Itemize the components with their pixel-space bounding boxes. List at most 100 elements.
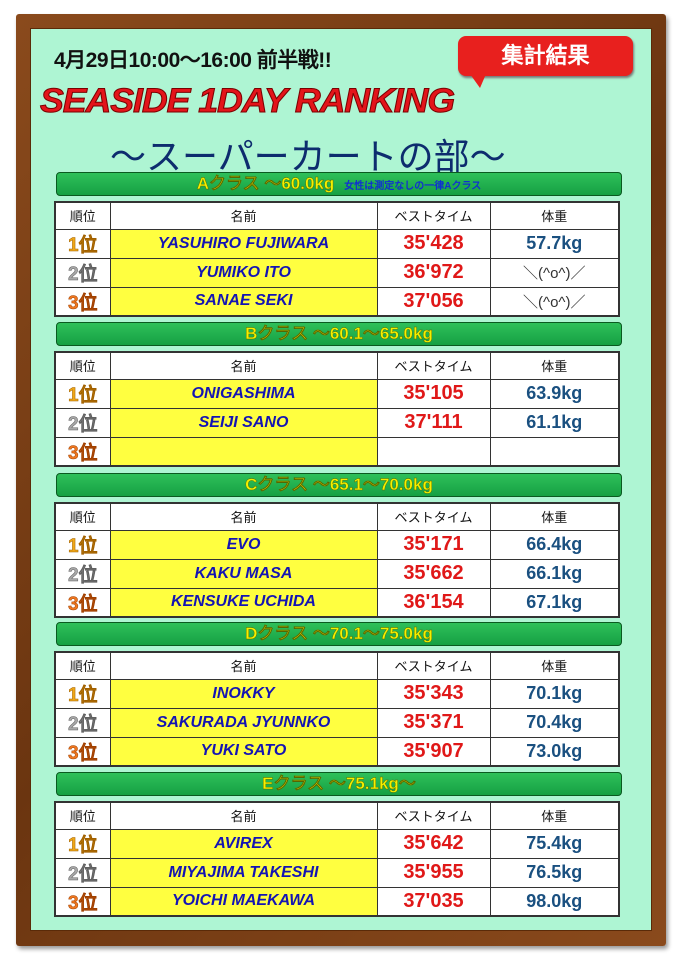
rank-cell: 3位	[54, 736, 111, 767]
rank-cell: 1位	[54, 378, 111, 409]
class-note: 女性は測定なしの一律Aクラス	[344, 181, 482, 192]
column-header: ベストタイム	[376, 801, 491, 830]
rank-cell: 2位	[54, 407, 111, 438]
time-cell: 35'428	[376, 228, 491, 259]
name-cell: MIYAJIMA TAKESHI	[109, 857, 378, 888]
weight-cell: 66.1kg	[489, 558, 620, 589]
column-header: 順位	[54, 801, 111, 830]
name-cell: YUKI SATO	[109, 736, 378, 767]
weight-cell: 70.1kg	[489, 678, 620, 709]
name-cell: ONIGASHIMA	[109, 378, 378, 409]
time-cell: 35'171	[376, 529, 491, 560]
column-header: ベストタイム	[376, 502, 491, 531]
name-cell: SEIJI SANO	[109, 407, 378, 438]
class-section: Aクラス 〜60.0kg 女性は測定なしの一律Aクラス順位 名前 ベストタイム 体重 1…	[54, 172, 622, 317]
class-header: Eクラス 〜75.1kg〜	[56, 772, 622, 796]
column-header: ベストタイム	[376, 651, 491, 680]
ranking-table: 順位 名前 ベストタイム 体重 1位 INOKKY 35'343 70.1kg 2位 …	[54, 651, 620, 767]
column-header: 名前	[109, 801, 378, 830]
weight-cell: 98.0kg	[489, 886, 620, 917]
time-cell: 37'056	[376, 286, 491, 317]
rank-cell: 2位	[54, 257, 111, 288]
column-header: 体重	[489, 201, 620, 230]
name-cell: YOICHI MAEKAWA	[109, 886, 378, 917]
weight-cell: ＼(^o^)／	[489, 286, 620, 317]
table-row: 3位 KENSUKE UCHIDA 36'154 67.1kg	[54, 587, 620, 618]
class-section: Cクラス 〜65.1〜70.0kg 順位 名前 ベストタイム 体重 1位 EVO 35'…	[54, 473, 622, 618]
header-row: 順位 名前 ベストタイム 体重	[54, 801, 620, 830]
weight-cell: 76.5kg	[489, 857, 620, 888]
header-row: 順位 名前 ベストタイム 体重	[54, 351, 620, 380]
table-row: 3位 YUKI SATO 35'907 73.0kg	[54, 736, 620, 767]
class-header: Bクラス 〜60.1〜65.0kg	[56, 322, 622, 346]
results-badge: 集計結果	[458, 36, 633, 88]
class-header: Cクラス 〜65.1〜70.0kg	[56, 473, 622, 497]
table-row: 1位 YASUHIRO FUJIWARA 35'428 57.7kg	[54, 228, 620, 259]
time-cell: 35'907	[376, 736, 491, 767]
weight-cell: 70.4kg	[489, 707, 620, 738]
name-cell	[109, 436, 378, 467]
name-cell: AVIREX	[109, 828, 378, 859]
class-label: Eクラス 〜75.1kg〜	[262, 774, 416, 793]
rank-cell: 3位	[54, 587, 111, 618]
time-cell: 35'343	[376, 678, 491, 709]
weight-cell: 66.4kg	[489, 529, 620, 560]
name-cell: KAKU MASA	[109, 558, 378, 589]
rank-cell: 3位	[54, 286, 111, 317]
time-cell: 35'662	[376, 558, 491, 589]
weight-cell: 75.4kg	[489, 828, 620, 859]
table-row: 3位	[54, 436, 620, 467]
time-cell	[376, 436, 491, 467]
name-cell: YASUHIRO FUJIWARA	[109, 228, 378, 259]
column-header: 名前	[109, 351, 378, 380]
ranking-table: 順位 名前 ベストタイム 体重 1位 AVIREX 35'642 75.4kg 2位 …	[54, 801, 620, 917]
rank-cell: 1位	[54, 228, 111, 259]
table-row: 3位 SANAE SEKI 37'056 ＼(^o^)／	[54, 286, 620, 317]
time-cell: 36'154	[376, 587, 491, 618]
ranking-table: 順位 名前 ベストタイム 体重 1位 ONIGASHIMA 35'105 63.9kg…	[54, 351, 620, 467]
class-section: Bクラス 〜60.1〜65.0kg 順位 名前 ベストタイム 体重 1位 ONIGASH…	[54, 322, 622, 467]
time-cell: 35'955	[376, 857, 491, 888]
event-date: 4月29日10:00〜16:00 前半戦!!	[54, 49, 332, 72]
table-row: 2位 YUMIKO ITO 36'972 ＼(^o^)／	[54, 257, 620, 288]
name-cell: SAKURADA JYUNNKO	[109, 707, 378, 738]
ranking-table: 順位 名前 ベストタイム 体重 1位 YASUHIRO FUJIWARA 35'428…	[54, 201, 620, 317]
time-cell: 37'111	[376, 407, 491, 438]
table-row: 2位 KAKU MASA 35'662 66.1kg	[54, 558, 620, 589]
column-header: 順位	[54, 201, 111, 230]
rank-cell: 2位	[54, 857, 111, 888]
class-label: Aクラス 〜60.0kg	[196, 174, 335, 193]
name-cell: KENSUKE UCHIDA	[109, 587, 378, 618]
class-header: Aクラス 〜60.0kg 女性は測定なしの一律Aクラス	[56, 172, 622, 196]
name-cell: SANAE SEKI	[109, 286, 378, 317]
weight-cell: 67.1kg	[489, 587, 620, 618]
class-header: Dクラス 〜70.1〜75.0kg	[56, 622, 622, 646]
class-label: Dクラス 〜70.1〜75.0kg	[245, 624, 433, 643]
class-label: Bクラス 〜60.1〜65.0kg	[245, 324, 433, 343]
column-header: ベストタイム	[376, 201, 491, 230]
table-row: 3位 YOICHI MAEKAWA 37'035 98.0kg	[54, 886, 620, 917]
column-header: 名前	[109, 502, 378, 531]
column-header: 順位	[54, 502, 111, 531]
column-header: 体重	[489, 801, 620, 830]
time-cell: 35'105	[376, 378, 491, 409]
table-row: 2位 SEIJI SANO 37'111 61.1kg	[54, 407, 620, 438]
table-row: 2位 SAKURADA JYUNNKO 35'371 70.4kg	[54, 707, 620, 738]
table-row: 1位 ONIGASHIMA 35'105 63.9kg	[54, 378, 620, 409]
rank-cell: 1位	[54, 529, 111, 560]
weight-cell	[489, 436, 620, 467]
header-row: 順位 名前 ベストタイム 体重	[54, 502, 620, 531]
rank-cell: 3位	[54, 886, 111, 917]
table-row: 2位 MIYAJIMA TAKESHI 35'955 76.5kg	[54, 857, 620, 888]
page-title: SEASIDE 1DAY RANKING	[39, 82, 455, 121]
header-row: 順位 名前 ベストタイム 体重	[54, 651, 620, 680]
name-cell: EVO	[109, 529, 378, 560]
table-row: 1位 INOKKY 35'343 70.1kg	[54, 678, 620, 709]
table-row: 1位 EVO 35'171 66.4kg	[54, 529, 620, 560]
weight-cell: 63.9kg	[489, 378, 620, 409]
column-header: 名前	[109, 651, 378, 680]
rank-cell: 1位	[54, 678, 111, 709]
name-cell: YUMIKO ITO	[109, 257, 378, 288]
weight-cell: ＼(^o^)／	[489, 257, 620, 288]
table-row: 1位 AVIREX 35'642 75.4kg	[54, 828, 620, 859]
